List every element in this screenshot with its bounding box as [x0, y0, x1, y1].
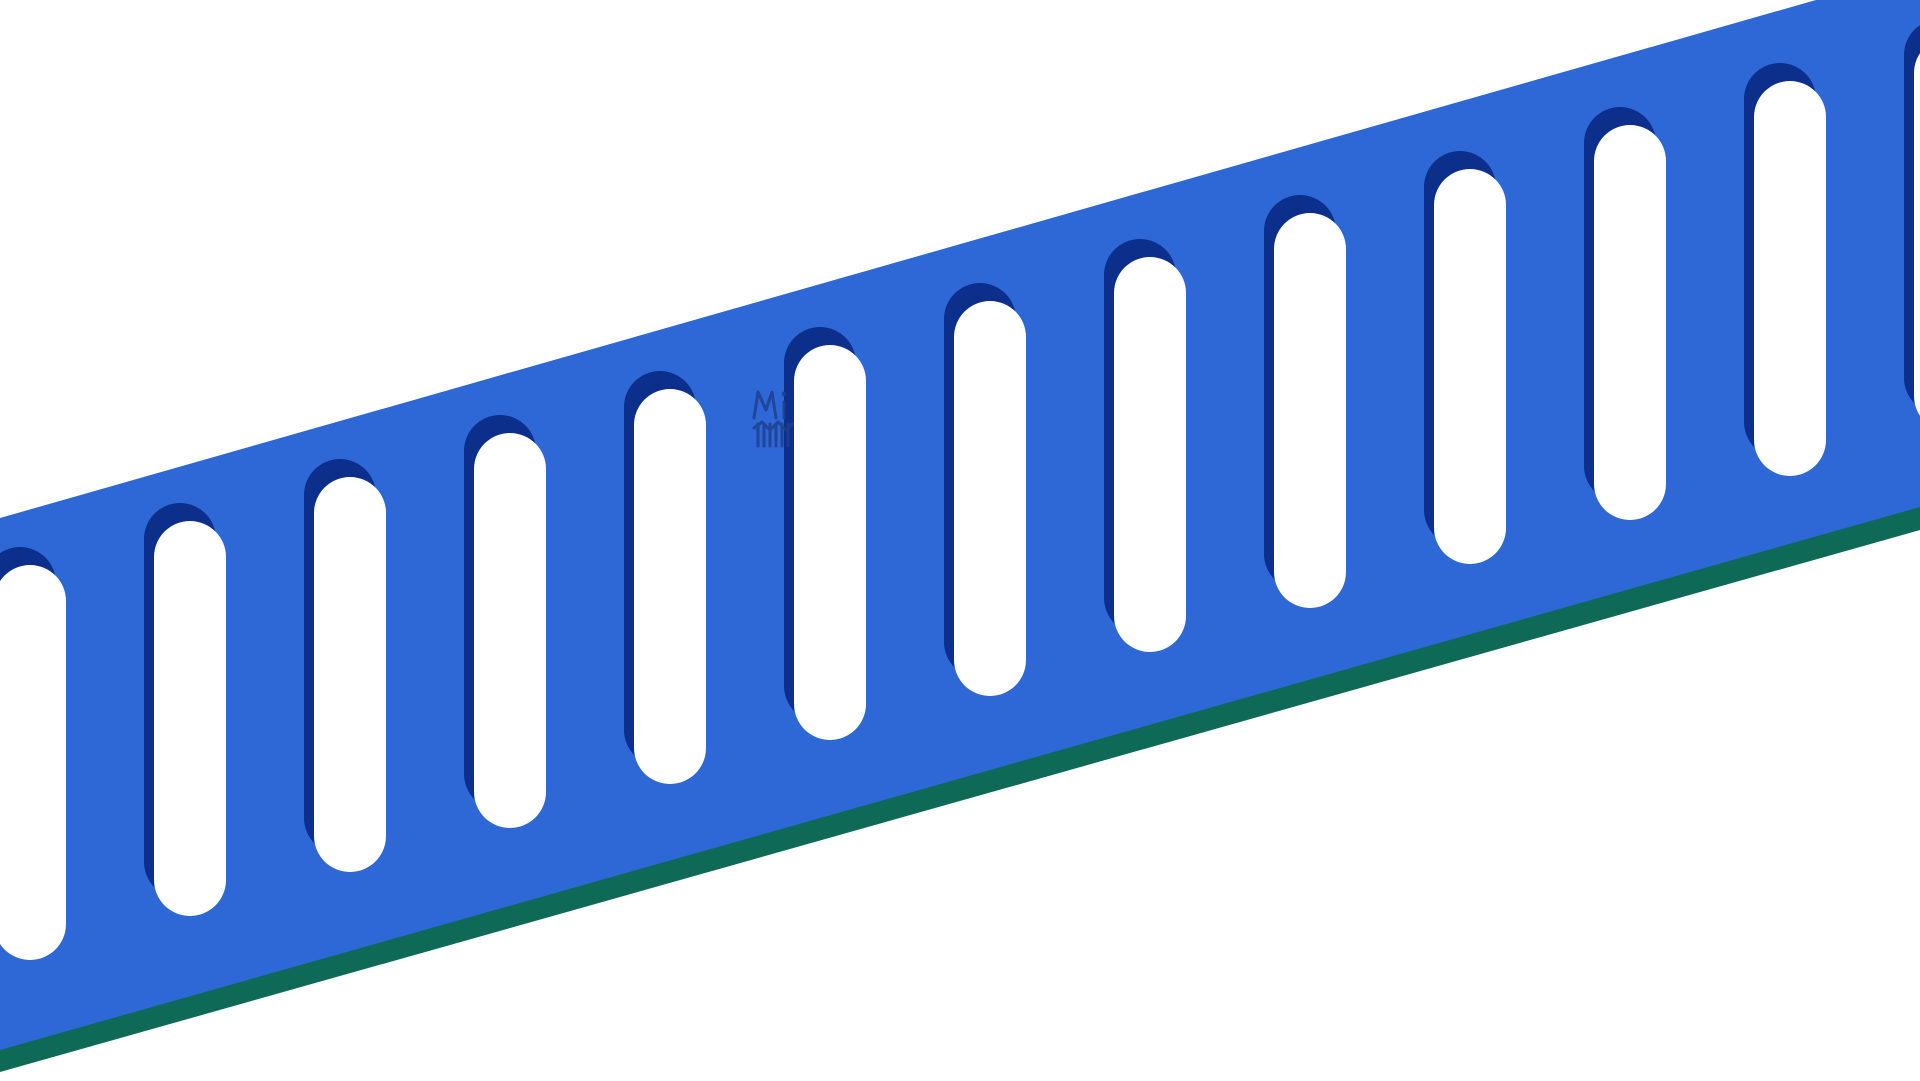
- logo-icon: [752, 390, 794, 448]
- strip-edge: [0, 505, 1920, 1072]
- slot-hole: [474, 433, 546, 828]
- slot-hole: [634, 389, 706, 784]
- slot-hole: [154, 521, 226, 916]
- slot-group: [0, 25, 1920, 960]
- slot-hole: [794, 345, 866, 740]
- slot-hole: [954, 301, 1026, 696]
- slot-hole: [1114, 257, 1186, 652]
- slot-hole: [0, 565, 66, 960]
- slot-hole: [314, 477, 386, 872]
- slot-hole: [1754, 81, 1826, 476]
- slot-hole: [1274, 213, 1346, 608]
- slot-hole: [1594, 125, 1666, 520]
- slot-hole: [1914, 53, 1920, 416]
- slot-hole: [1434, 169, 1506, 564]
